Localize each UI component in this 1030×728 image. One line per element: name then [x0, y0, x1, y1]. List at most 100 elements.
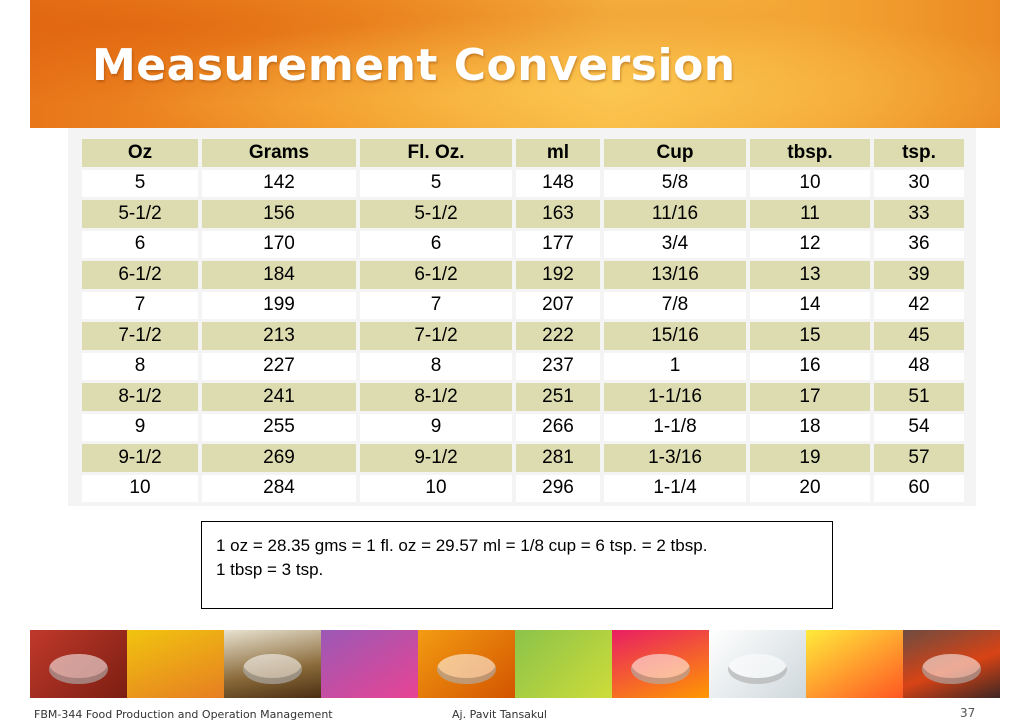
table-row: 6-1/2 184 6-1/2 192 13/16 13 39 [82, 261, 964, 289]
cell-grams: 170 [202, 230, 356, 258]
food-photo [612, 630, 709, 698]
cell-oz: 7 [82, 291, 198, 319]
cell-tbsp: 14 [750, 291, 870, 319]
cell-ml: 207 [516, 291, 600, 319]
food-photo [515, 630, 612, 698]
cell-tbsp: 10 [750, 169, 870, 197]
cell-oz: 9 [82, 413, 198, 441]
cell-tsp: 51 [874, 383, 964, 411]
cell-fl-oz: 8 [360, 352, 512, 380]
cell-oz: 8 [82, 352, 198, 380]
note-line-2: 1 tbsp = 3 tsp. [216, 560, 324, 579]
cell-fl-oz: 5 [360, 169, 512, 197]
cell-tsp: 39 [874, 261, 964, 289]
cell-ml: 163 [516, 200, 600, 228]
cell-grams: 142 [202, 169, 356, 197]
cell-grams: 156 [202, 200, 356, 228]
cell-fl-oz: 6-1/2 [360, 261, 512, 289]
food-photo [321, 630, 418, 698]
cell-cup: 1-1/4 [604, 474, 746, 502]
food-photo [903, 630, 1000, 698]
conversion-table: Oz Grams Fl. Oz. ml Cup tbsp. tsp. 5 142 5… [78, 136, 968, 505]
food-photo [30, 630, 127, 698]
table-row: 9 255 9 266 1-1/8 18 54 [82, 413, 964, 441]
note-line-1: 1 oz = 28.35 gms = 1 fl. oz = 29.57 ml =… [216, 536, 708, 555]
cell-ml: 148 [516, 169, 600, 197]
food-photo [709, 630, 806, 698]
table-row: 8-1/2 241 8-1/2 251 1-1/16 17 51 [82, 383, 964, 411]
header-tbsp: tbsp. [750, 139, 870, 167]
food-photo [418, 630, 515, 698]
cell-tsp: 42 [874, 291, 964, 319]
cell-ml: 237 [516, 352, 600, 380]
header-oz: Oz [82, 139, 198, 167]
cell-cup: 5/8 [604, 169, 746, 197]
page-number: 37 [960, 706, 976, 720]
cell-cup: 1 [604, 352, 746, 380]
cell-cup: 11/16 [604, 200, 746, 228]
cell-grams: 227 [202, 352, 356, 380]
cell-tbsp: 18 [750, 413, 870, 441]
cell-tsp: 60 [874, 474, 964, 502]
cell-tbsp: 17 [750, 383, 870, 411]
food-photo [127, 630, 224, 698]
cell-oz: 10 [82, 474, 198, 502]
header-fl-oz: Fl. Oz. [360, 139, 512, 167]
footer-course-name: FBM-344 Food Production and Operation Ma… [34, 708, 333, 721]
cell-tbsp: 11 [750, 200, 870, 228]
cell-cup: 1-3/16 [604, 444, 746, 472]
cell-ml: 222 [516, 322, 600, 350]
cell-fl-oz: 8-1/2 [360, 383, 512, 411]
cell-oz: 7-1/2 [82, 322, 198, 350]
cell-fl-oz: 5-1/2 [360, 200, 512, 228]
cell-ml: 177 [516, 230, 600, 258]
cell-ml: 251 [516, 383, 600, 411]
food-photo [224, 630, 321, 698]
table-row: 10 284 10 296 1-1/4 20 60 [82, 474, 964, 502]
cell-oz: 6-1/2 [82, 261, 198, 289]
cell-tbsp: 13 [750, 261, 870, 289]
table-row: 8 227 8 237 1 16 48 [82, 352, 964, 380]
cell-tsp: 33 [874, 200, 964, 228]
cell-tbsp: 20 [750, 474, 870, 502]
cell-fl-oz: 7-1/2 [360, 322, 512, 350]
table-row: 7 199 7 207 7/8 14 42 [82, 291, 964, 319]
table-row: 5 142 5 148 5/8 10 30 [82, 169, 964, 197]
cell-tbsp: 19 [750, 444, 870, 472]
cell-oz: 9-1/2 [82, 444, 198, 472]
cell-oz: 6 [82, 230, 198, 258]
cell-cup: 7/8 [604, 291, 746, 319]
cell-cup: 13/16 [604, 261, 746, 289]
cell-ml: 296 [516, 474, 600, 502]
cell-ml: 192 [516, 261, 600, 289]
food-photo [806, 630, 903, 698]
cell-fl-oz: 10 [360, 474, 512, 502]
cell-oz: 5 [82, 169, 198, 197]
cell-tsp: 30 [874, 169, 964, 197]
table-row: 9-1/2 269 9-1/2 281 1-3/16 19 57 [82, 444, 964, 472]
cell-cup: 1-1/8 [604, 413, 746, 441]
slide-title: Measurement Conversion [92, 40, 736, 91]
cell-cup: 1-1/16 [604, 383, 746, 411]
cell-tbsp: 16 [750, 352, 870, 380]
header-cup: Cup [604, 139, 746, 167]
cell-grams: 284 [202, 474, 356, 502]
cell-cup: 3/4 [604, 230, 746, 258]
cell-ml: 266 [516, 413, 600, 441]
table-row: 6 170 6 177 3/4 12 36 [82, 230, 964, 258]
cell-grams: 199 [202, 291, 356, 319]
cell-grams: 269 [202, 444, 356, 472]
cell-grams: 241 [202, 383, 356, 411]
header-ml: ml [516, 139, 600, 167]
cell-oz: 5-1/2 [82, 200, 198, 228]
cell-grams: 255 [202, 413, 356, 441]
cell-grams: 184 [202, 261, 356, 289]
table-row: 5-1/2 156 5-1/2 163 11/16 11 33 [82, 200, 964, 228]
cell-tsp: 36 [874, 230, 964, 258]
cell-fl-oz: 6 [360, 230, 512, 258]
cell-cup: 15/16 [604, 322, 746, 350]
cell-tsp: 57 [874, 444, 964, 472]
cell-oz: 8-1/2 [82, 383, 198, 411]
conversion-note-box: 1 oz = 28.35 gms = 1 fl. oz = 29.57 ml =… [201, 521, 833, 609]
footer-author: Aj. Pavit Tansakul [452, 708, 547, 721]
